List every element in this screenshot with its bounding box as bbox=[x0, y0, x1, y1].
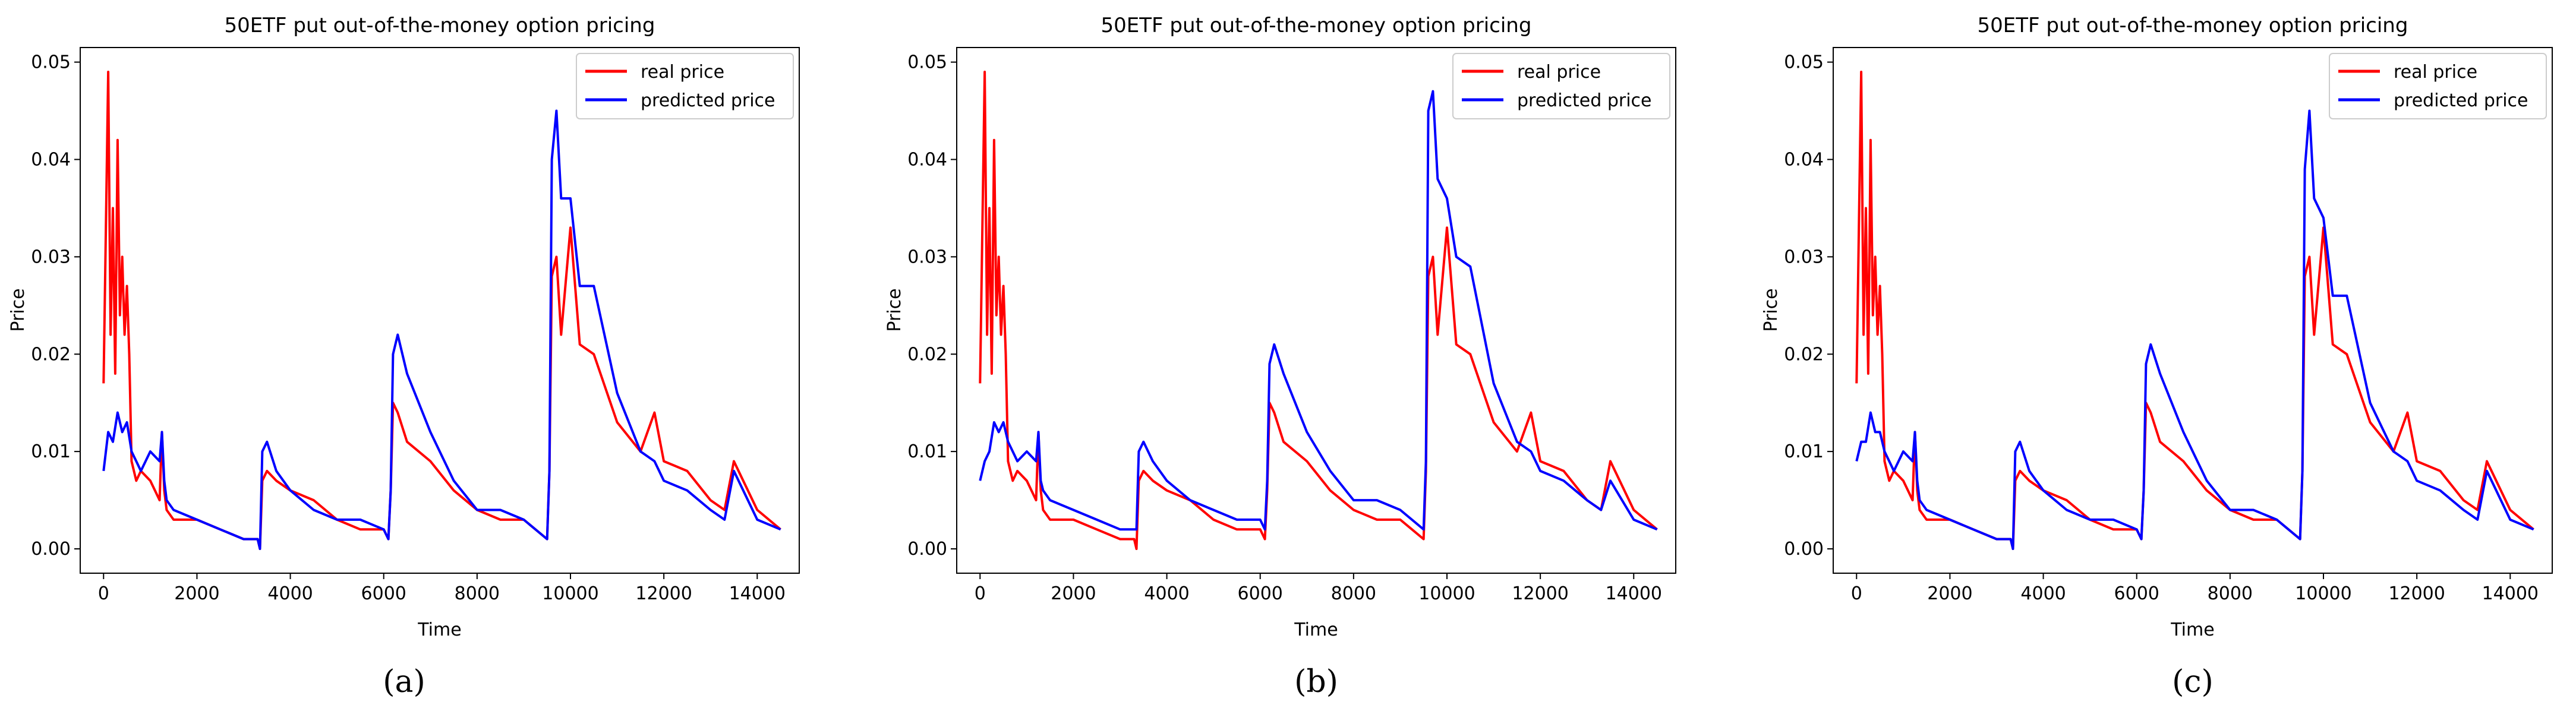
x-tick-label: 4000 bbox=[1144, 583, 1189, 604]
y-tick-label: 0.01 bbox=[907, 441, 947, 462]
y-tick-label: 0.04 bbox=[31, 149, 71, 170]
x-axis: 0 2000 4000 6000 8000 10000 12000 14000 bbox=[975, 573, 1662, 604]
y-tick-label: 0.05 bbox=[907, 52, 947, 73]
x-axis: 0 2000 4000 6000 8000 10000 12000 14000 bbox=[98, 573, 786, 604]
legend-box bbox=[2329, 53, 2547, 119]
plot-lines bbox=[102, 71, 781, 550]
x-tick-label: 8000 bbox=[455, 583, 500, 604]
plot-frame bbox=[80, 47, 800, 574]
panel-label: (b) bbox=[1294, 664, 1338, 700]
y-tick-label: 0.01 bbox=[1784, 441, 1824, 462]
series-line-predicted-price bbox=[102, 109, 781, 550]
x-tick-label: 8000 bbox=[2208, 583, 2253, 604]
legend-label-real: real price bbox=[1517, 62, 1601, 83]
y-tick-label: 0.02 bbox=[31, 344, 71, 365]
panel-label: (c) bbox=[2172, 664, 2214, 700]
y-tick-label: 0.04 bbox=[907, 149, 947, 170]
x-tick-label: 12000 bbox=[1512, 583, 1568, 604]
x-tick-label: 4000 bbox=[267, 583, 313, 604]
panel-label: (a) bbox=[383, 664, 425, 700]
plot-lines bbox=[1855, 71, 2534, 550]
legend-label-predicted: predicted price bbox=[1517, 90, 1652, 111]
y-tick-label: 0.00 bbox=[31, 539, 71, 560]
series-line-real-price bbox=[979, 71, 1658, 550]
legend: real price predicted price bbox=[2329, 53, 2547, 119]
x-tick-label: 6000 bbox=[2114, 583, 2159, 604]
legend-label-real: real price bbox=[641, 62, 724, 83]
x-tick-label: 10000 bbox=[2295, 583, 2351, 604]
x-tick-label: 14000 bbox=[1606, 583, 1662, 604]
x-tick-label: 4000 bbox=[2020, 583, 2066, 604]
x-tick-label: 14000 bbox=[729, 583, 786, 604]
x-axis: 0 2000 4000 6000 8000 10000 12000 14000 bbox=[1851, 573, 2539, 604]
panel-c: 50ETF put out-of-the-money option pricin… bbox=[1761, 14, 2553, 700]
y-tick-label: 0.02 bbox=[1784, 344, 1824, 365]
x-tick-label: 0 bbox=[1851, 583, 1862, 604]
panel-b: 50ETF put out-of-the-money option pricin… bbox=[884, 14, 1676, 700]
x-tick-label: 2000 bbox=[174, 583, 219, 604]
y-tick-label: 0.03 bbox=[907, 247, 947, 267]
chart-title: 50ETF put out-of-the-money option pricin… bbox=[1978, 14, 2408, 37]
legend: real price predicted price bbox=[576, 53, 794, 119]
plot-frame bbox=[956, 47, 1676, 574]
y-axis-label: Price bbox=[8, 288, 29, 331]
y-axis-label: Price bbox=[1761, 288, 1782, 331]
y-tick-label: 0.03 bbox=[1784, 247, 1824, 267]
y-axis: 0.00 0.01 0.02 0.03 0.04 0.05 bbox=[31, 52, 80, 560]
x-tick-label: 10000 bbox=[1418, 583, 1475, 604]
legend-label-predicted: predicted price bbox=[641, 90, 775, 111]
legend-box bbox=[576, 53, 794, 119]
series-line-predicted-price bbox=[979, 90, 1658, 531]
x-tick-label: 6000 bbox=[1238, 583, 1283, 604]
x-tick-label: 0 bbox=[975, 583, 986, 604]
chart-title: 50ETF put out-of-the-money option pricin… bbox=[225, 14, 655, 37]
plot-frame bbox=[1833, 47, 2553, 574]
x-tick-label: 10000 bbox=[542, 583, 598, 604]
x-axis-label: Time bbox=[1294, 620, 1338, 640]
y-tick-label: 0.01 bbox=[31, 441, 71, 462]
panel-a: 50ETF put out-of-the-money option pricin… bbox=[8, 14, 800, 700]
y-tick-label: 0.04 bbox=[1784, 149, 1824, 170]
y-axis: 0.00 0.01 0.02 0.03 0.04 0.05 bbox=[1784, 52, 1833, 560]
x-axis-label: Time bbox=[2170, 620, 2214, 640]
x-tick-label: 12000 bbox=[635, 583, 692, 604]
x-tick-label: 14000 bbox=[2482, 583, 2539, 604]
x-tick-label: 2000 bbox=[1051, 583, 1096, 604]
chart-title: 50ETF put out-of-the-money option pricin… bbox=[1101, 14, 1532, 37]
y-tick-label: 0.05 bbox=[31, 52, 71, 73]
x-tick-label: 8000 bbox=[1331, 583, 1376, 604]
y-axis: 0.00 0.01 0.02 0.03 0.04 0.05 bbox=[907, 52, 957, 560]
legend-box bbox=[1452, 53, 1670, 119]
x-tick-label: 2000 bbox=[1927, 583, 1972, 604]
legend: real price predicted price bbox=[1452, 53, 1670, 119]
x-tick-label: 0 bbox=[98, 583, 109, 604]
y-tick-label: 0.02 bbox=[907, 344, 947, 365]
x-tick-label: 6000 bbox=[361, 583, 406, 604]
y-tick-label: 0.03 bbox=[31, 247, 71, 267]
legend-label-predicted: predicted price bbox=[2394, 90, 2528, 111]
x-axis-label: Time bbox=[417, 620, 461, 640]
y-axis-label: Price bbox=[884, 288, 905, 331]
legend-label-real: real price bbox=[2394, 62, 2477, 83]
series-line-predicted-price bbox=[1855, 109, 2534, 550]
y-tick-label: 0.05 bbox=[1784, 52, 1824, 73]
plot-lines bbox=[979, 71, 1658, 550]
y-tick-label: 0.00 bbox=[907, 539, 947, 560]
y-tick-label: 0.00 bbox=[1784, 539, 1824, 560]
x-tick-label: 12000 bbox=[2388, 583, 2445, 604]
